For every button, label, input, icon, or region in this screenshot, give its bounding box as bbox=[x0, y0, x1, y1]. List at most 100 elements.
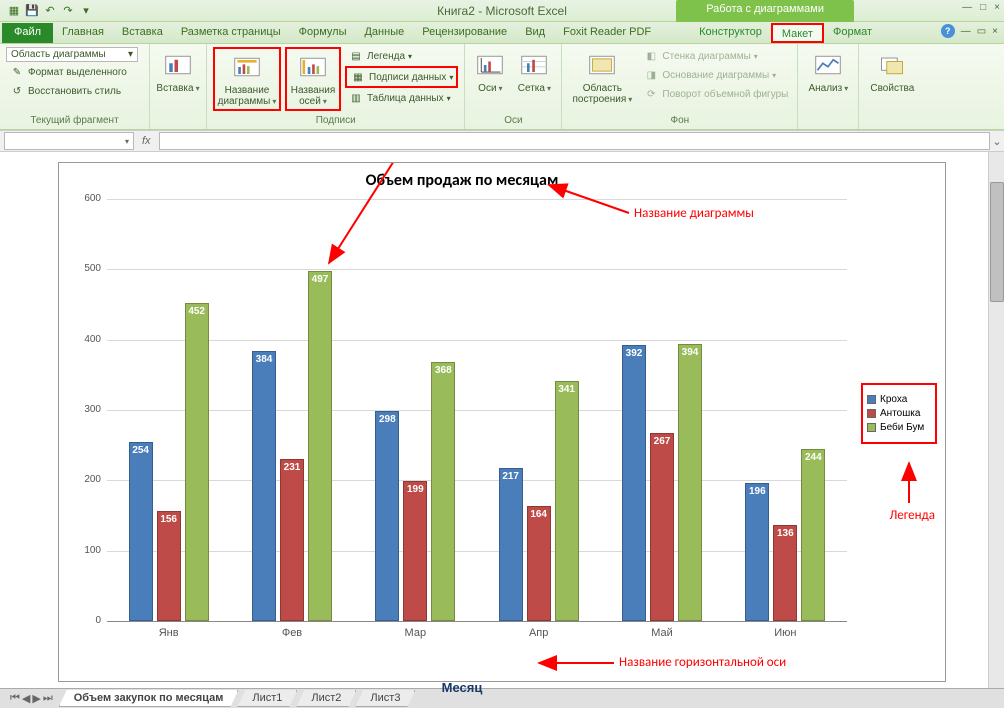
tab-page-layout[interactable]: Разметка страницы bbox=[172, 23, 290, 43]
contextual-tab-header: Работа с диаграммами bbox=[676, 0, 854, 22]
y-tick-label: 200 bbox=[73, 474, 101, 485]
chart-title-icon bbox=[231, 51, 263, 83]
bar[interactable] bbox=[157, 511, 181, 621]
x-category-label: Янв bbox=[107, 627, 230, 639]
data-label: 341 bbox=[555, 384, 579, 395]
chart-legend[interactable]: Кроха Антошка Беби Бум bbox=[861, 383, 937, 444]
anno-xaxis: Название горизонтальной оси bbox=[619, 655, 786, 670]
tab-formulas[interactable]: Формулы bbox=[290, 23, 356, 43]
legend-item[interactable]: Беби Бум bbox=[867, 422, 931, 433]
bar[interactable] bbox=[252, 351, 276, 621]
axis-titles-icon bbox=[297, 51, 329, 83]
reset-style-button[interactable]: ↺ Восстановить стиль bbox=[6, 82, 124, 100]
chart-floor-button: ◨ Основание диаграммы▾ bbox=[640, 66, 791, 84]
bar[interactable] bbox=[555, 381, 579, 621]
analysis-button[interactable]: Анализ bbox=[804, 47, 852, 96]
expand-formula-bar-icon[interactable]: ⌄ bbox=[990, 135, 1004, 148]
bar[interactable] bbox=[499, 468, 523, 621]
chart-element-selector-label: Область диаграммы bbox=[11, 49, 106, 60]
bar[interactable] bbox=[678, 344, 702, 621]
tab-review[interactable]: Рецензирование bbox=[413, 23, 516, 43]
formula-input[interactable] bbox=[159, 132, 990, 150]
save-icon[interactable]: 💾 bbox=[24, 3, 40, 19]
data-label: 298 bbox=[375, 414, 399, 425]
data-table-button[interactable]: ▥ Таблица данных▾ bbox=[345, 89, 458, 107]
sheet-nav-last-icon[interactable]: ⏭ bbox=[43, 692, 53, 705]
chart-wall-button: ◧ Стенка диаграммы▾ bbox=[640, 47, 791, 65]
bar[interactable] bbox=[527, 506, 551, 621]
bar[interactable] bbox=[745, 483, 769, 621]
axis-titles-button[interactable]: Названия осей bbox=[285, 47, 341, 111]
name-box[interactable]: ▾ bbox=[4, 132, 134, 150]
legend-button[interactable]: ▤ Легенда▾ bbox=[345, 47, 458, 65]
gridlines-button[interactable]: Сетка bbox=[513, 47, 555, 96]
redo-icon[interactable]: ↷ bbox=[60, 3, 76, 19]
window-controls: — □ × bbox=[962, 2, 1000, 13]
bar[interactable] bbox=[280, 459, 304, 621]
tab-foxit[interactable]: Foxit Reader PDF bbox=[554, 23, 660, 43]
chart[interactable]: Объем продаж по месяцам 0100200300400500… bbox=[58, 162, 946, 682]
x-category-label: Июн bbox=[724, 627, 847, 639]
bar[interactable] bbox=[185, 303, 209, 621]
help-icon[interactable]: ? bbox=[941, 24, 955, 38]
reset-style-icon: ↺ bbox=[9, 83, 25, 99]
sheet-nav-next-icon[interactable]: ▶ bbox=[32, 692, 40, 705]
sheet-tab-active[interactable]: Объем закупок по месяцам bbox=[59, 690, 239, 707]
rotation-3d-icon: ⟳ bbox=[643, 86, 659, 102]
sheet-nav-first-icon[interactable]: ⏮ bbox=[10, 692, 20, 705]
legend-label: Антошка bbox=[880, 408, 920, 419]
format-selection-button[interactable]: ✎ Формат выделенного bbox=[6, 63, 130, 81]
legend-item[interactable]: Антошка bbox=[867, 408, 931, 419]
bar[interactable] bbox=[403, 481, 427, 621]
tab-format[interactable]: Формат bbox=[824, 23, 881, 43]
properties-button[interactable]: Свойства bbox=[865, 47, 919, 96]
sheet-tab-2[interactable]: Лист2 bbox=[296, 690, 356, 707]
tab-home[interactable]: Главная bbox=[53, 23, 113, 43]
bar[interactable] bbox=[773, 525, 797, 621]
plot-area[interactable]: 0100200300400500600254156452Янв384231497… bbox=[107, 171, 847, 641]
bar[interactable] bbox=[308, 271, 332, 621]
sheet-nav-buttons[interactable]: ⏮ ◀ ▶ ⏭ bbox=[10, 692, 53, 705]
data-labels-button[interactable]: ▦ Подписи данных▾ bbox=[345, 66, 458, 88]
legend-label: Кроха bbox=[880, 394, 907, 405]
sheet-nav-prev-icon[interactable]: ◀ bbox=[22, 692, 30, 705]
close-workbook-icon[interactable]: × bbox=[992, 26, 998, 37]
tab-view[interactable]: Вид bbox=[516, 23, 554, 43]
axes-button[interactable]: Оси bbox=[471, 47, 509, 96]
ribbon: Область диаграммы▾ ✎ Формат выделенного … bbox=[0, 44, 1004, 130]
mdi-close-icon[interactable]: × bbox=[994, 2, 1000, 13]
vertical-scrollbar[interactable] bbox=[988, 152, 1004, 688]
bar[interactable] bbox=[650, 433, 674, 621]
bar[interactable] bbox=[431, 362, 455, 621]
mdi-minimize-icon[interactable]: — bbox=[962, 2, 972, 13]
bar[interactable] bbox=[129, 442, 153, 621]
restore-window-icon[interactable]: ▭ bbox=[977, 26, 986, 37]
insert-button[interactable]: Вставка bbox=[156, 47, 200, 96]
tab-data[interactable]: Данные bbox=[355, 23, 413, 43]
qat-more-icon[interactable]: ▾ bbox=[78, 3, 94, 19]
anno-legend: Легенда bbox=[889, 508, 935, 523]
data-label: 497 bbox=[308, 274, 332, 285]
plot-area-icon bbox=[586, 49, 618, 81]
bar[interactable] bbox=[801, 449, 825, 621]
chart-element-selector[interactable]: Область диаграммы▾ bbox=[6, 47, 138, 62]
chart-title-button[interactable]: Название диаграммы bbox=[213, 47, 281, 111]
mdi-restore-icon[interactable]: □ bbox=[980, 2, 986, 13]
tab-insert[interactable]: Вставка bbox=[113, 23, 172, 43]
bar[interactable] bbox=[375, 411, 399, 621]
ribbon-tabs: Файл Главная Вставка Разметка страницы Ф… bbox=[0, 22, 1004, 44]
data-label: 231 bbox=[280, 462, 304, 473]
fx-icon[interactable]: fx bbox=[142, 135, 151, 147]
min-ribbon-icon[interactable]: — bbox=[961, 26, 971, 37]
tab-design[interactable]: Конструктор bbox=[690, 23, 771, 43]
file-tab[interactable]: Файл bbox=[2, 23, 53, 43]
scrollbar-thumb[interactable] bbox=[990, 182, 1004, 302]
group-label-current: Текущий фрагмент bbox=[6, 113, 143, 126]
sheet-tab-1[interactable]: Лист1 bbox=[237, 690, 297, 707]
bar[interactable] bbox=[622, 345, 646, 621]
sheet-tab-3[interactable]: Лист3 bbox=[355, 690, 415, 707]
undo-icon[interactable]: ↶ bbox=[42, 3, 58, 19]
tab-layout[interactable]: Макет bbox=[771, 23, 824, 43]
legend-item[interactable]: Кроха bbox=[867, 394, 931, 405]
plot-area-button[interactable]: Область построения bbox=[568, 47, 636, 107]
